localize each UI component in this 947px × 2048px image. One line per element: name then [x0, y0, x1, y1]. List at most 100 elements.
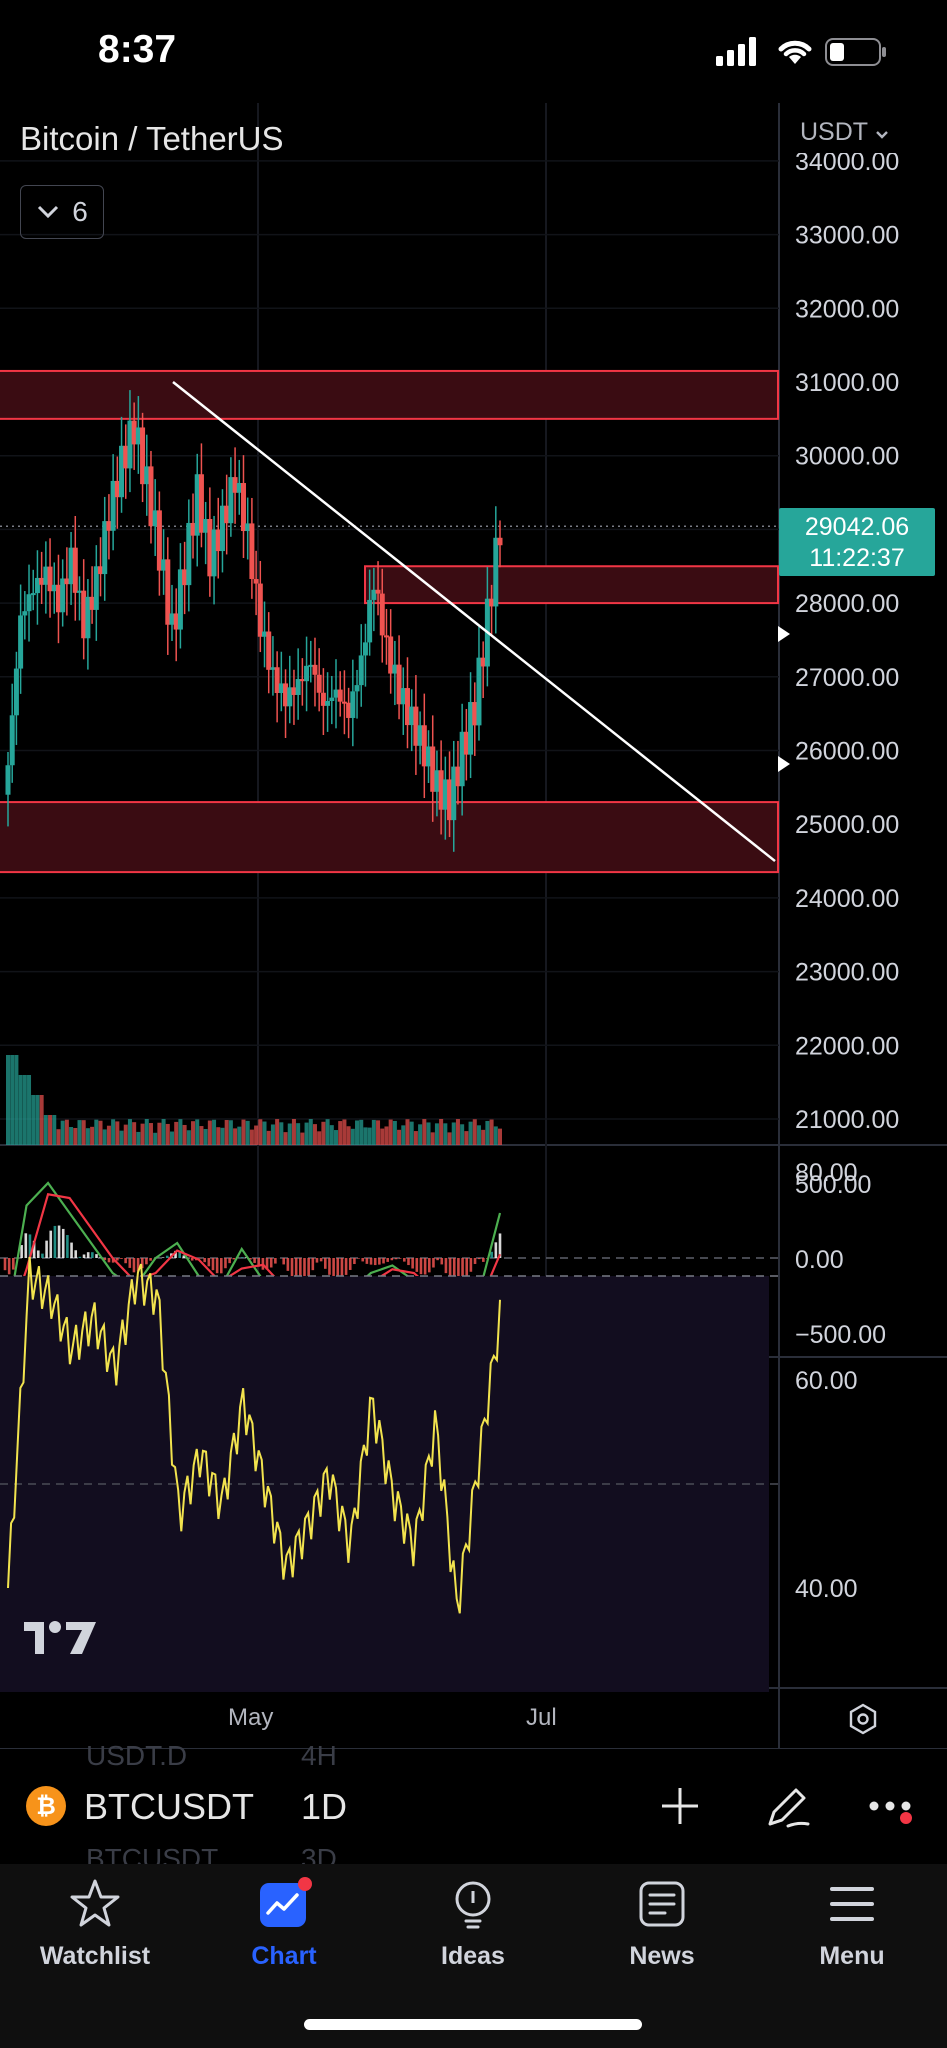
candle-body	[224, 505, 230, 524]
macd-histogram-bar	[290, 1258, 294, 1277]
add-plus-icon[interactable]	[660, 1786, 700, 1826]
macd-histogram-bar	[307, 1258, 310, 1277]
macd-histogram-bar	[265, 1258, 269, 1270]
candle-body	[295, 679, 301, 695]
candle-body	[249, 523, 255, 580]
volume-bar	[31, 1095, 36, 1145]
candle-body	[140, 427, 146, 485]
tab-news[interactable]: News	[577, 1877, 747, 1971]
candle-body	[85, 596, 91, 639]
volume-bar	[119, 1130, 124, 1145]
candle-body	[215, 529, 221, 552]
price-axis-label: 32000.00	[795, 295, 899, 323]
candle-body	[308, 664, 314, 667]
price-axis-label: 22000.00	[795, 1032, 899, 1060]
bar-countdown: 11:22:37	[809, 544, 905, 572]
volume-bar	[338, 1121, 343, 1145]
volume-bar	[174, 1121, 179, 1145]
volume-bar	[481, 1129, 486, 1145]
chart-area[interactable]: 34000.00 33000.00 32000.00 31000.00 30000.00…	[0, 103, 947, 1748]
drawing-pen-icon[interactable]	[762, 1780, 814, 1832]
price-axis-label: 24000.00	[795, 885, 899, 913]
interval-selector[interactable]: 1D	[301, 1786, 348, 1827]
candle-body	[207, 519, 213, 577]
candle-body	[81, 590, 87, 639]
price-axis-marker-icon[interactable]	[776, 624, 792, 644]
tab-chart[interactable]: Chart	[199, 1877, 369, 1971]
candle-body	[144, 466, 150, 485]
tab-ideas[interactable]: Ideas	[388, 1877, 558, 1971]
candle-body	[404, 688, 410, 726]
volume-bar	[52, 1115, 57, 1145]
x-axis-label-may: May	[228, 1704, 274, 1731]
volume-bar	[165, 1123, 170, 1145]
volume-bar	[56, 1129, 61, 1145]
macd-histogram-bar	[365, 1258, 369, 1264]
macd-histogram-bar	[461, 1258, 464, 1286]
macd-histogram-bar	[477, 1258, 481, 1260]
candle-body	[13, 668, 19, 716]
macd-histogram-bar	[111, 1258, 115, 1263]
macd-histogram-bar	[103, 1258, 107, 1261]
macd-histogram-bar	[390, 1258, 394, 1261]
volume-bar	[405, 1119, 410, 1145]
macd-histogram-bar	[78, 1256, 82, 1258]
macd-histogram-bar	[303, 1258, 306, 1281]
price-axis-label: 28000.00	[795, 590, 899, 618]
volume-bar	[270, 1124, 275, 1145]
price-axis-marker-icon[interactable]	[776, 754, 792, 774]
macd-histogram-bar	[469, 1258, 473, 1272]
indicators-toggle-button[interactable]: 6	[20, 185, 104, 239]
macd-histogram-bar	[24, 1233, 28, 1258]
candle-body	[337, 689, 343, 702]
candle-body	[451, 766, 457, 821]
volume-bar	[127, 1119, 132, 1145]
candle-body	[39, 577, 45, 585]
status-bar: 8:37	[0, 0, 947, 100]
macd-histogram-bar	[423, 1258, 427, 1275]
candle-body	[291, 687, 297, 695]
chart-canvas[interactable]: 34000.0033000.0032000.0031000.0030000.00…	[0, 103, 947, 1748]
symbol-selector[interactable]: BTCUSDT	[84, 1786, 254, 1827]
tab-menu[interactable]: Menu	[767, 1877, 937, 1971]
candle-body	[371, 589, 377, 600]
candle-body	[455, 766, 461, 787]
volume-bar	[220, 1127, 225, 1145]
candle-body	[173, 613, 179, 630]
macd-histogram-bar	[353, 1258, 356, 1265]
macd-histogram-bar	[490, 1251, 493, 1258]
candle-body	[106, 521, 112, 531]
volume-bar	[304, 1122, 309, 1145]
more-options-icon[interactable]	[868, 1798, 920, 1828]
macd-histogram-bar	[403, 1258, 406, 1262]
volume-bar	[144, 1119, 149, 1145]
price-axis-label: 26000.00	[795, 738, 899, 766]
candle-body	[375, 589, 381, 594]
tab-watchlist[interactable]: Watchlist	[10, 1877, 180, 1971]
volume-bar	[300, 1132, 305, 1145]
chart-symbol-title[interactable]: Bitcoin / TetherUS	[20, 120, 284, 157]
volume-bar	[422, 1119, 427, 1145]
candle-body	[325, 700, 331, 706]
chart-settings-icon[interactable]	[846, 1702, 880, 1736]
candle-body	[102, 521, 108, 575]
macd-histogram-bar	[36, 1250, 40, 1258]
volume-bar	[195, 1119, 200, 1145]
candle-body	[114, 480, 120, 498]
macd-histogram-bar	[182, 1255, 186, 1258]
volume-bar	[325, 1119, 330, 1145]
ghost-prev-symbol: USDT.D	[86, 1740, 188, 1771]
candle-body	[497, 537, 503, 546]
volume-bar	[212, 1119, 217, 1145]
macd-histogram-bar	[344, 1258, 348, 1275]
candle-body	[489, 598, 495, 607]
macd-histogram-bar	[86, 1252, 90, 1258]
macd-histogram-bar	[269, 1258, 273, 1268]
volume-bar	[384, 1126, 389, 1145]
currency-select[interactable]: USDT	[800, 118, 889, 147]
chevron-down-icon	[875, 131, 888, 139]
rsi-axis-label: 80.00	[795, 1159, 858, 1187]
volume-bar	[22, 1075, 27, 1145]
macd-histogram-bar	[61, 1228, 65, 1258]
macd-histogram-bar	[328, 1258, 331, 1275]
